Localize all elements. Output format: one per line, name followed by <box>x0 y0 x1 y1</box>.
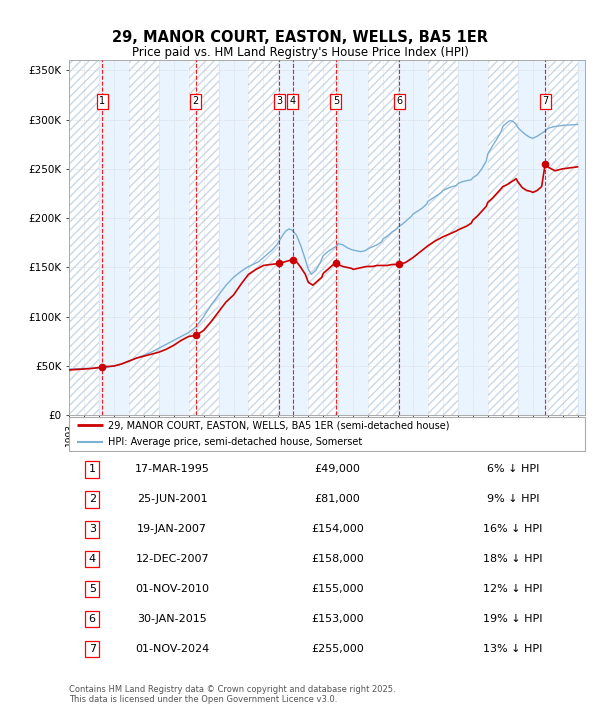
Bar <box>548 60 578 415</box>
Bar <box>218 60 248 415</box>
Text: £153,000: £153,000 <box>311 614 364 624</box>
Text: 29, MANOR COURT, EASTON, WELLS, BA5 1ER (semi-detached house): 29, MANOR COURT, EASTON, WELLS, BA5 1ER … <box>108 420 449 430</box>
Text: 4: 4 <box>89 554 96 564</box>
Text: 01-NOV-2010: 01-NOV-2010 <box>135 584 209 594</box>
Text: £255,000: £255,000 <box>311 644 364 654</box>
Text: 3: 3 <box>89 524 96 534</box>
Bar <box>129 60 159 415</box>
Text: £154,000: £154,000 <box>311 524 364 534</box>
Bar <box>248 60 278 415</box>
Text: 19-JAN-2007: 19-JAN-2007 <box>137 524 207 534</box>
Text: 4: 4 <box>290 96 296 106</box>
Text: Price paid vs. HM Land Registry's House Price Index (HPI): Price paid vs. HM Land Registry's House … <box>131 46 469 59</box>
Text: 7: 7 <box>542 96 548 106</box>
Text: £49,000: £49,000 <box>314 464 360 474</box>
Text: 18% ↓ HPI: 18% ↓ HPI <box>483 554 542 564</box>
Bar <box>458 60 488 415</box>
Bar <box>488 60 518 415</box>
Bar <box>518 60 548 415</box>
Text: 01-NOV-2024: 01-NOV-2024 <box>135 644 209 654</box>
Text: HPI: Average price, semi-detached house, Somerset: HPI: Average price, semi-detached house,… <box>108 437 362 447</box>
Text: 3: 3 <box>276 96 282 106</box>
Text: 6: 6 <box>89 614 96 624</box>
Text: 6% ↓ HPI: 6% ↓ HPI <box>487 464 539 474</box>
Bar <box>278 60 308 415</box>
Text: 5: 5 <box>332 96 339 106</box>
Bar <box>159 60 188 415</box>
Text: £155,000: £155,000 <box>311 584 364 594</box>
Text: 7: 7 <box>89 644 96 654</box>
Bar <box>69 60 99 415</box>
Bar <box>578 60 600 415</box>
Text: 16% ↓ HPI: 16% ↓ HPI <box>483 524 542 534</box>
Bar <box>99 60 129 415</box>
Bar <box>398 60 428 415</box>
Text: £158,000: £158,000 <box>311 554 364 564</box>
Bar <box>548 60 578 415</box>
Bar <box>428 60 458 415</box>
Text: 13% ↓ HPI: 13% ↓ HPI <box>483 644 542 654</box>
Text: 25-JUN-2001: 25-JUN-2001 <box>137 494 208 504</box>
Bar <box>129 60 159 415</box>
Bar <box>338 60 368 415</box>
Text: 1: 1 <box>99 96 105 106</box>
Bar <box>488 60 518 415</box>
FancyBboxPatch shape <box>69 417 585 451</box>
Text: 29, MANOR COURT, EASTON, WELLS, BA5 1ER: 29, MANOR COURT, EASTON, WELLS, BA5 1ER <box>112 30 488 45</box>
Text: 9% ↓ HPI: 9% ↓ HPI <box>487 494 539 504</box>
Bar <box>308 60 338 415</box>
Text: 17-MAR-1995: 17-MAR-1995 <box>135 464 209 474</box>
Bar <box>69 60 99 415</box>
Bar <box>428 60 458 415</box>
Text: 30-JAN-2015: 30-JAN-2015 <box>137 614 207 624</box>
Bar <box>368 60 398 415</box>
Text: 2: 2 <box>89 494 96 504</box>
Text: 2: 2 <box>193 96 199 106</box>
Text: 12-DEC-2007: 12-DEC-2007 <box>136 554 209 564</box>
Text: £81,000: £81,000 <box>314 494 360 504</box>
Bar <box>248 60 278 415</box>
Bar <box>188 60 218 415</box>
Text: 5: 5 <box>89 584 96 594</box>
Text: 19% ↓ HPI: 19% ↓ HPI <box>483 614 542 624</box>
Bar <box>308 60 338 415</box>
Bar <box>368 60 398 415</box>
Text: Contains HM Land Registry data © Crown copyright and database right 2025.
This d: Contains HM Land Registry data © Crown c… <box>69 685 395 704</box>
Text: 1: 1 <box>89 464 96 474</box>
Bar <box>188 60 218 415</box>
Text: 6: 6 <box>396 96 403 106</box>
Text: 12% ↓ HPI: 12% ↓ HPI <box>483 584 542 594</box>
